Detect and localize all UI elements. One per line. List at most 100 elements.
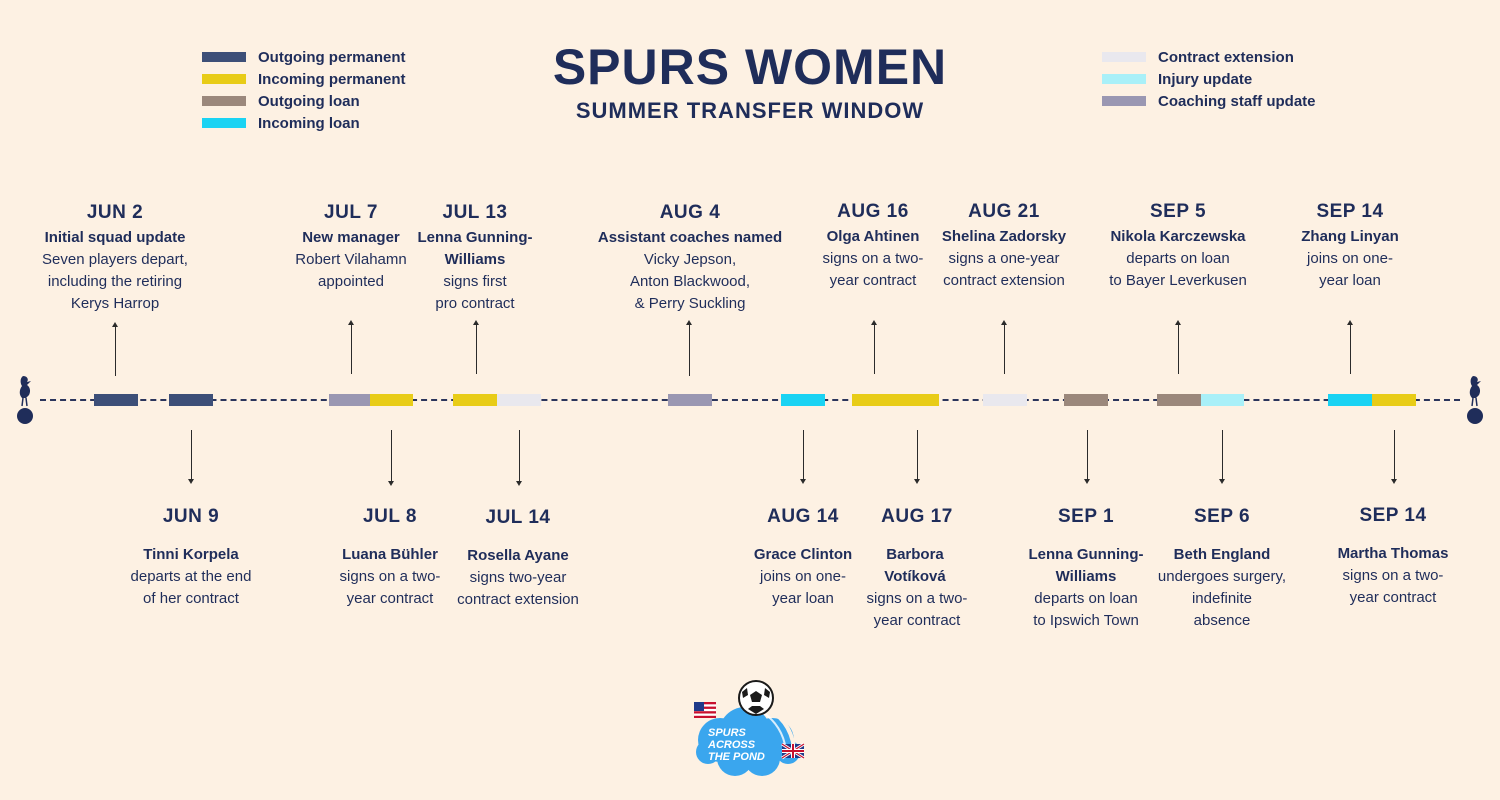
legend-item: Outgoing loan — [202, 90, 406, 112]
event-description: signs on a two- year contract — [1342, 567, 1444, 606]
event-description: joins on one- year loan — [1307, 250, 1393, 289]
page-title: SPURS WOMEN — [552, 39, 948, 95]
segment-aug14-incoming-loan — [781, 394, 825, 406]
arrow-down — [516, 430, 522, 486]
arrow-up — [1347, 320, 1353, 374]
event-headline: Olga Ahtinen — [826, 228, 920, 245]
event-description: signs first pro contract — [435, 273, 515, 312]
logo-text-line3: THE POND — [708, 751, 765, 763]
segment-jun9-outgoing-permanent — [169, 394, 213, 406]
event-jul13: JUL 13 Lenna Gunning- Williams signs fir… — [410, 202, 540, 315]
event-aug14: AUG 14 Grace Clinton joins on one- year … — [743, 506, 863, 610]
legend-item: Outgoing permanent — [202, 46, 406, 68]
event-date: AUG 14 — [767, 506, 839, 527]
legend-item: Contract extension — [1102, 46, 1316, 68]
event-sep14-top: SEP 14 Zhang Linyan joins on one- year l… — [1275, 201, 1425, 292]
legend-item: Incoming loan — [202, 112, 406, 134]
soccer-ball-icon — [738, 680, 774, 716]
segment-jul14-contract-extension — [497, 394, 541, 406]
event-date: JUN 9 — [162, 506, 220, 527]
event-sep5: SEP 5 Nikola Karczewska departs on loan … — [1093, 201, 1263, 292]
event-date: JUN 2 — [86, 202, 144, 223]
event-date: JUL 14 — [485, 507, 551, 528]
event-aug21: AUG 21 Shelina Zadorsky signs a one-year… — [929, 201, 1079, 292]
segment-aug4-coaching-staff — [668, 394, 712, 406]
event-description: Seven players depart, including the reti… — [42, 251, 188, 312]
event-headline: Shelina Zadorsky — [941, 228, 1067, 245]
legend-swatch — [202, 52, 246, 62]
event-headline: Barbora Votíková — [884, 546, 946, 585]
event-description: signs two-year contract extension — [457, 569, 579, 608]
event-jul7: JUL 7 New manager Robert Vilahamn appoin… — [256, 202, 446, 293]
event-jun9: JUN 9 Tinni Korpela departs at the end o… — [116, 506, 266, 610]
arrow-up — [871, 320, 877, 374]
logo-text-line2: ACROSS — [707, 739, 756, 751]
event-description: signs on a two- year contract — [866, 590, 968, 629]
event-description: Robert Vilahamn appointed — [295, 251, 407, 290]
event-sep6: SEP 6 Beth England undergoes surgery, in… — [1150, 506, 1295, 632]
cockerel-icon — [1467, 376, 1483, 424]
event-description: joins on one- year loan — [760, 568, 846, 607]
arrow-up — [348, 320, 354, 374]
timeline-axis — [40, 399, 1460, 401]
event-description: departs on loan to Ipswich Town — [1033, 590, 1139, 629]
legend-swatch — [202, 118, 246, 128]
event-date: SEP 5 — [1149, 201, 1207, 222]
event-date: JUL 8 — [363, 506, 417, 527]
event-date: SEP 14 — [1359, 505, 1427, 526]
segment-sep5-outgoing-loan — [1157, 394, 1201, 406]
event-headline: Grace Clinton — [753, 546, 853, 563]
event-aug4: AUG 4 Assistant coaches named Vicky Jeps… — [580, 202, 800, 315]
event-description: signs on a two- year contract — [822, 250, 924, 289]
event-date: SEP 1 — [1057, 506, 1115, 527]
legend-left: Outgoing permanent Incoming permanent Ou… — [202, 46, 406, 134]
event-date: AUG 17 — [881, 506, 953, 527]
event-description: departs at the end of her contract — [130, 568, 252, 607]
legend-label: Injury update — [1158, 70, 1253, 88]
arrow-up — [112, 322, 118, 376]
legend-item: Injury update — [1102, 68, 1316, 90]
event-description: signs on a two- year contract — [339, 568, 441, 607]
legend-label: Incoming permanent — [258, 70, 406, 88]
event-aug17: AUG 17 Barbora Votíková signs on a two- … — [860, 506, 975, 632]
event-headline: Rosella Ayane — [467, 547, 569, 564]
uk-flag-icon — [781, 742, 805, 760]
event-headline: Tinni Korpela — [143, 546, 239, 563]
legend-swatch — [202, 74, 246, 84]
legend-item: Incoming permanent — [202, 68, 406, 90]
us-flag-icon — [694, 702, 716, 718]
event-description: Vicky Jepson, Anton Blackwood, & Perry S… — [629, 251, 751, 312]
event-headline: Lenna Gunning- Williams — [1028, 546, 1144, 585]
event-headline: Luana Bühler — [342, 546, 438, 563]
page-subtitle: SUMMER TRANSFER WINDOW — [575, 98, 925, 123]
arrow-down — [800, 430, 806, 484]
event-date: SEP 14 — [1316, 201, 1384, 222]
arrow-down — [388, 430, 394, 486]
arrow-up — [1001, 320, 1007, 374]
segment-jul7-coaching-staff — [329, 394, 370, 406]
legend-label: Incoming loan — [258, 114, 360, 132]
segment-aug21-contract-extension — [983, 394, 1027, 406]
segment-jul8-incoming-permanent — [370, 394, 413, 406]
segment-jul13-incoming-permanent — [453, 394, 497, 406]
arrow-down — [1084, 430, 1090, 484]
event-date: AUG 21 — [968, 201, 1040, 222]
event-jul14: JUL 14 Rosella Ayane signs two-year cont… — [448, 507, 588, 611]
arrow-down — [1219, 430, 1225, 484]
legend-label: Coaching staff update — [1158, 92, 1316, 110]
segment-sep6-injury-update — [1201, 394, 1244, 406]
event-headline: Initial squad update — [44, 229, 186, 246]
arrow-down — [188, 430, 194, 484]
event-headline: Nikola Karczewska — [1110, 228, 1246, 245]
legend-label: Outgoing loan — [258, 92, 360, 110]
event-jun2: JUN 2 Initial squad update Seven players… — [20, 202, 210, 315]
legend-label: Contract extension — [1158, 48, 1294, 66]
event-headline: Lenna Gunning- Williams — [417, 229, 533, 268]
event-headline: Zhang Linyan — [1301, 228, 1399, 245]
event-aug16: AUG 16 Olga Ahtinen signs on a two- year… — [808, 201, 938, 292]
event-description: undergoes surgery, indefinite absence — [1157, 568, 1287, 629]
event-jul8: JUL 8 Luana Bühler signs on a two- year … — [328, 506, 453, 610]
arrow-down — [1391, 430, 1397, 484]
legend-swatch — [202, 96, 246, 106]
event-date: AUG 4 — [659, 202, 721, 223]
